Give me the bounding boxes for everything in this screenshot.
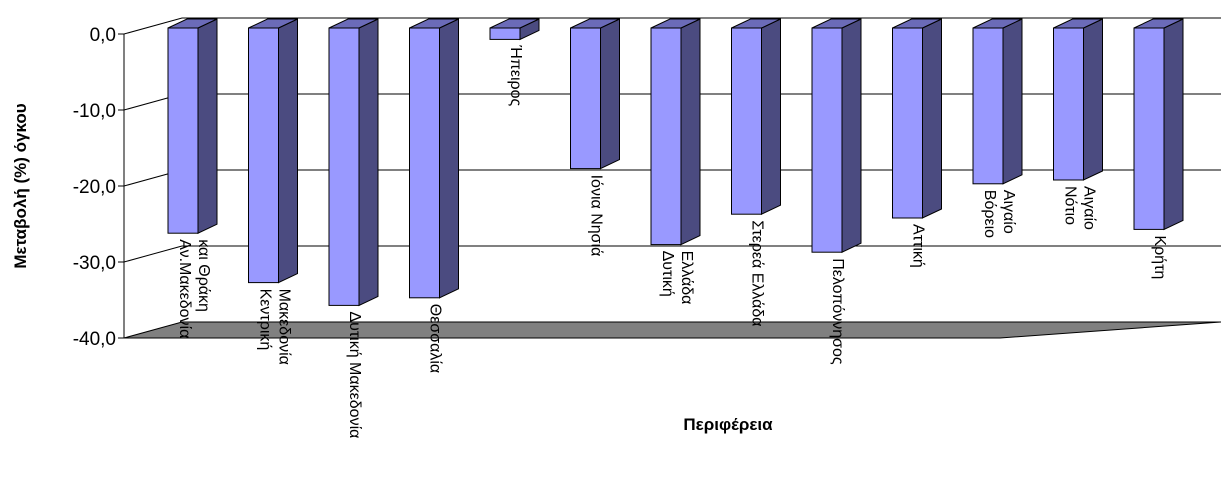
category-label-line: Νότιο bbox=[1062, 186, 1079, 225]
bar-side bbox=[1083, 18, 1103, 181]
bar bbox=[570, 18, 620, 170]
category-label-line: Κεντρική bbox=[257, 289, 274, 351]
y-tick-label: -20,0 bbox=[73, 177, 116, 198]
gridline-side bbox=[123, 245, 183, 263]
bar bbox=[167, 18, 218, 234]
y-tick-label: -10,0 bbox=[73, 101, 116, 122]
bar bbox=[731, 18, 781, 215]
bar-front bbox=[1053, 27, 1084, 181]
category-label: Ιόνια Νησιά bbox=[588, 175, 605, 257]
category-label: Στερεά Ελλάδα bbox=[749, 220, 766, 326]
category-label-line: Ιόνια Νησιά bbox=[588, 175, 605, 257]
y-axis: 0,0 -10,0 -20,0 -30,0 -40,0 bbox=[73, 25, 125, 350]
category-label: Κεντρική Μακεδονία bbox=[257, 289, 293, 365]
bar-front bbox=[167, 27, 199, 234]
bar bbox=[328, 18, 379, 307]
bar-side bbox=[922, 18, 942, 219]
bar-side bbox=[1002, 18, 1023, 185]
category-label-line: Βόρειο bbox=[981, 190, 998, 238]
bar-side bbox=[1163, 18, 1184, 231]
category-label-line: Αν.Μακεδονία bbox=[176, 239, 193, 338]
bar-side bbox=[197, 18, 218, 234]
category-label: Δυτική Μακεδονία bbox=[346, 311, 363, 438]
bar-front bbox=[570, 27, 601, 170]
bars bbox=[167, 18, 1184, 307]
y-tick-label: -30,0 bbox=[73, 253, 116, 274]
category-label-line: και Θράκη bbox=[195, 239, 212, 312]
bar bbox=[811, 18, 862, 253]
bar bbox=[409, 18, 459, 299]
bar-side bbox=[278, 18, 298, 284]
bar bbox=[1133, 18, 1184, 231]
category-label: Αττική bbox=[910, 224, 927, 268]
category-label-line: Κρήτη bbox=[1151, 235, 1168, 279]
category-label-line: Μακεδονία bbox=[276, 289, 293, 365]
bar-side bbox=[600, 18, 620, 170]
category-label: Νότιο Αιγαίο bbox=[1062, 186, 1098, 230]
category-label: Κρήτη bbox=[1151, 235, 1168, 279]
bar bbox=[972, 18, 1023, 185]
category-label: Αν.Μακεδονία και Θράκη bbox=[176, 239, 212, 338]
bar bbox=[248, 18, 298, 284]
bar-side bbox=[358, 18, 379, 307]
category-label-line: Αιγαίο bbox=[1081, 186, 1098, 230]
y-tick-label: -40,0 bbox=[73, 329, 116, 350]
bar-front bbox=[328, 27, 360, 306]
category-label-line: Πελοπόννησος bbox=[829, 258, 846, 365]
bar bbox=[650, 18, 701, 246]
bar-front bbox=[731, 27, 762, 215]
category-labels: Αν.Μακεδονία και Θράκη Κεντρική Μακεδονία Δυ… bbox=[176, 44, 1168, 438]
category-label: Δυτική Ελλάδα bbox=[659, 251, 695, 305]
category-label: Πελοπόννησος bbox=[829, 258, 846, 365]
category-label: Βόρειο Αιγαίο bbox=[981, 190, 1017, 238]
bar-front bbox=[811, 27, 843, 253]
bar-front bbox=[489, 27, 521, 40]
category-label-line: Αιγαίο bbox=[1000, 190, 1017, 234]
bar-front bbox=[248, 27, 279, 284]
bar-front bbox=[1133, 27, 1165, 230]
category-label-line: Δυτική Μακεδονία bbox=[346, 311, 363, 438]
category-label-line: Ήπειρος bbox=[507, 44, 524, 106]
y-tick-label: 0,0 bbox=[90, 25, 116, 46]
bar bbox=[489, 18, 540, 41]
bar-front bbox=[409, 27, 440, 299]
x-axis-title: Περιφέρεια bbox=[683, 415, 773, 434]
bar-side bbox=[680, 18, 701, 246]
bar-front bbox=[892, 27, 923, 219]
bar-front bbox=[972, 27, 1004, 185]
bar-side bbox=[439, 18, 459, 299]
bar-front bbox=[650, 27, 682, 246]
category-label-line: Ελλάδα bbox=[678, 251, 695, 305]
category-label-line: Στερεά Ελλάδα bbox=[749, 220, 766, 326]
bar bbox=[1053, 18, 1103, 181]
bar bbox=[892, 18, 942, 219]
floor bbox=[123, 321, 1221, 339]
category-label: Ήπειρος bbox=[507, 44, 524, 106]
bar-side bbox=[841, 18, 862, 253]
category-label-line: Αττική bbox=[910, 224, 927, 268]
category-label-line: Θεσσαλία bbox=[427, 304, 444, 373]
y-axis-title: Μεταβολή (%) όγκου bbox=[11, 103, 30, 268]
category-label-line: Δυτική bbox=[659, 251, 676, 297]
category-label: Θεσσαλία bbox=[427, 304, 444, 373]
bar-side bbox=[761, 18, 781, 215]
